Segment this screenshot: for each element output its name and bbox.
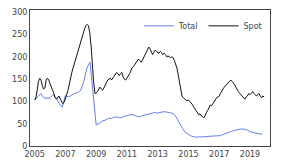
- svg-text:2007: 2007: [55, 150, 75, 159]
- svg-text:2011: 2011: [117, 150, 137, 159]
- svg-text:0: 0: [22, 142, 27, 151]
- svg-text:Total: Total: [178, 22, 198, 31]
- svg-text:50: 50: [17, 120, 27, 129]
- svg-text:300: 300: [12, 8, 27, 17]
- svg-text:250: 250: [12, 30, 27, 39]
- svg-text:2005: 2005: [24, 150, 44, 159]
- svg-text:200: 200: [12, 53, 27, 62]
- svg-text:100: 100: [12, 97, 27, 106]
- svg-text:2017: 2017: [209, 150, 229, 159]
- svg-text:150: 150: [12, 75, 27, 84]
- svg-text:2015: 2015: [178, 150, 198, 159]
- svg-text:2009: 2009: [86, 150, 106, 159]
- svg-text:2019: 2019: [240, 150, 260, 159]
- svg-text:2013: 2013: [148, 150, 168, 159]
- svg-text:Spot: Spot: [243, 22, 261, 31]
